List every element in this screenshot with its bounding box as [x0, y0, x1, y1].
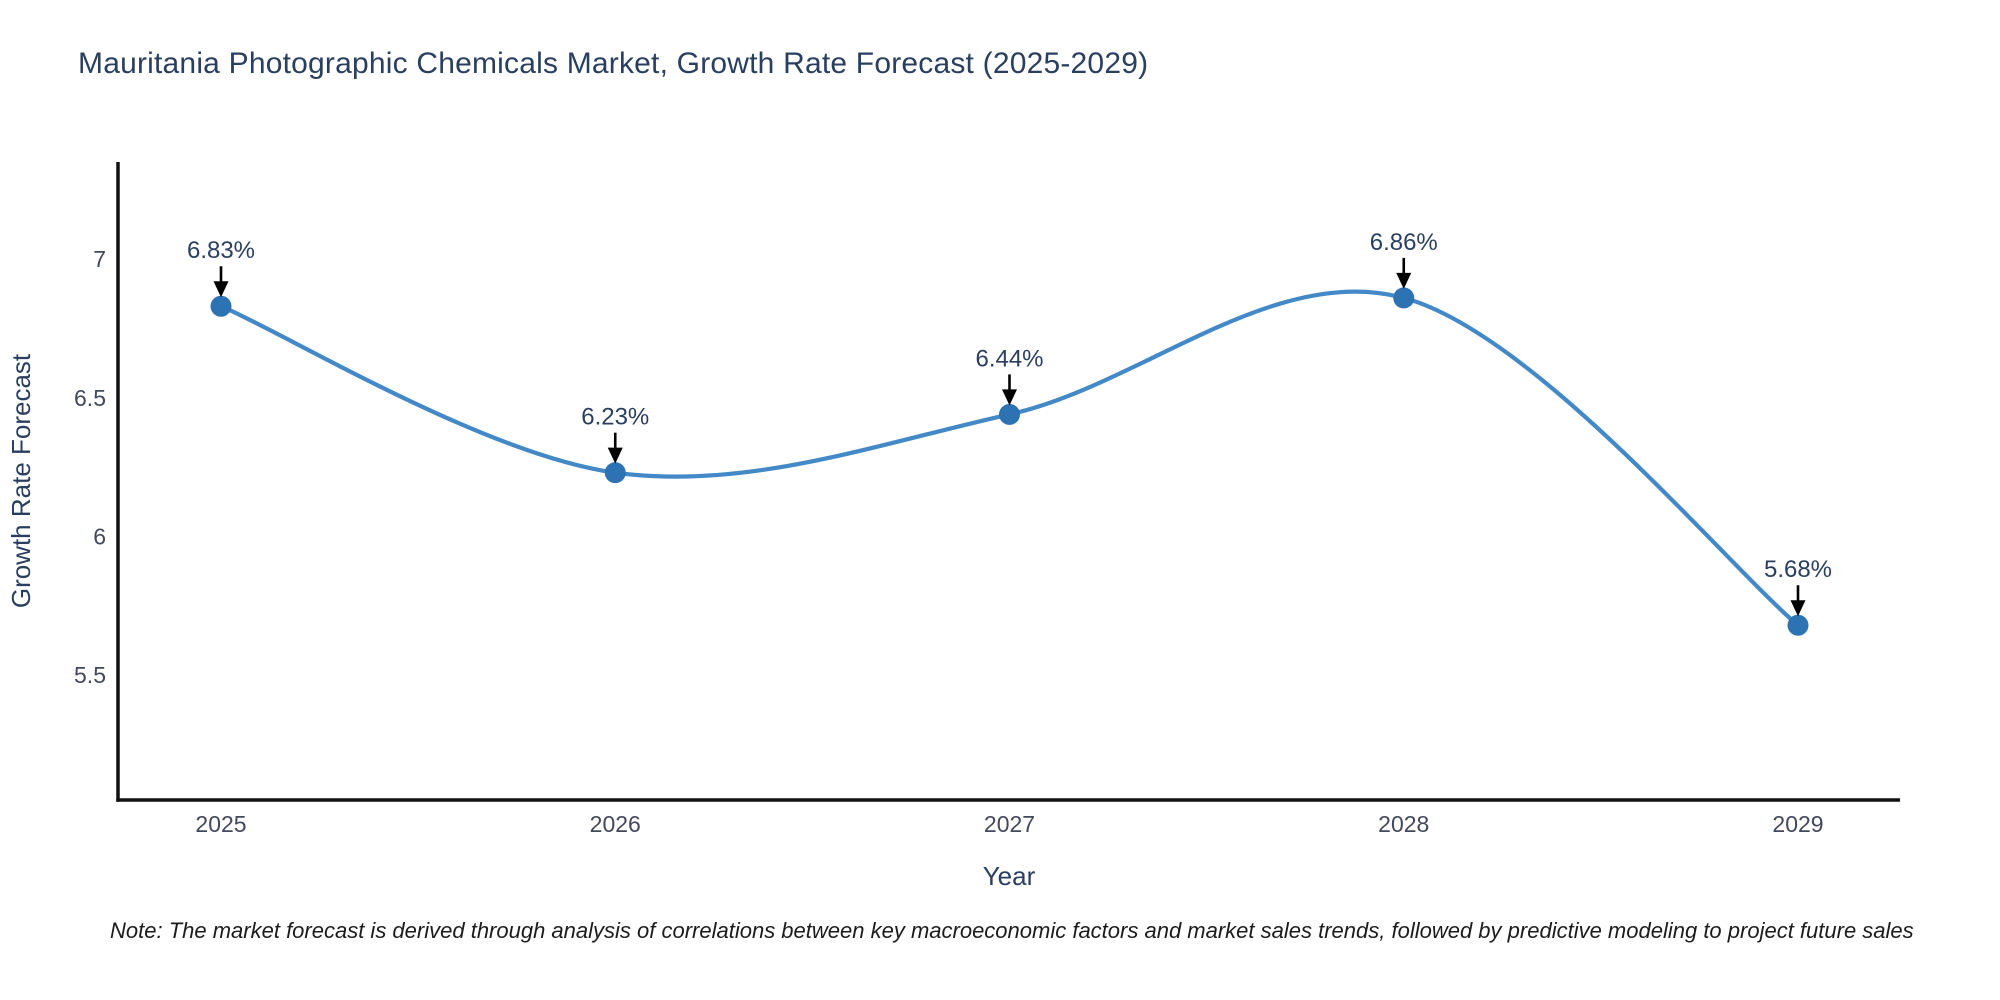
y-tick-label-5.5: 5.5: [74, 662, 106, 688]
forecast-line: [218, 289, 1801, 628]
x-tick-label-2029: 2029: [1772, 811, 1823, 837]
point-label-2029: 5.68%: [1764, 556, 1832, 583]
point-label-2026: 6.23%: [581, 404, 649, 431]
chart-title: Mauritania Photographic Chemicals Market…: [78, 47, 1149, 80]
point-label-2027: 6.44%: [975, 345, 1043, 372]
y-axis-title: Growth Rate Forecast: [6, 353, 36, 608]
annotation-arrowhead-2026: [607, 447, 623, 464]
y-tick-label-7: 7: [93, 246, 106, 272]
x-tick-label-2028: 2028: [1378, 811, 1429, 837]
annotation-arrowhead-2029: [1790, 600, 1806, 617]
data-point-2025: [210, 295, 232, 317]
x-tick-label-2026: 2026: [590, 811, 641, 837]
data-point-2027: [999, 403, 1020, 425]
x-tick-label-2027: 2027: [984, 811, 1035, 837]
footnote: Note: The market forecast is derived thr…: [110, 918, 1914, 943]
data-point-2026: [604, 462, 626, 484]
data-point-2029: [1787, 614, 1809, 636]
annotation-arrowhead-2028: [1396, 272, 1412, 289]
y-tick-label-6.5: 6.5: [74, 385, 106, 411]
y-tick-label-6: 6: [93, 523, 106, 549]
x-tick-label-2025: 2025: [195, 811, 246, 837]
point-label-2028: 6.86%: [1370, 229, 1438, 256]
x-axis-title: Year: [983, 861, 1036, 891]
data-point-2028: [1393, 287, 1415, 309]
annotation-arrowhead-2025: [213, 281, 229, 298]
point-label-2025: 6.83%: [187, 237, 255, 264]
annotation-arrowhead-2027: [1002, 389, 1017, 406]
